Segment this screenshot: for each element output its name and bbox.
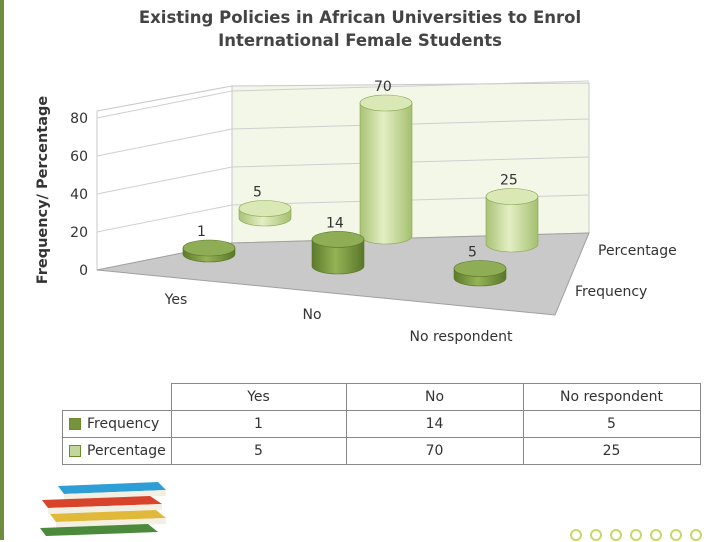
bar-data-labels: 5 70 25 1 14 5 [197, 79, 518, 261]
bar-cylinder-body [485, 196, 539, 253]
y-tick-label: 60 [70, 149, 88, 165]
gridline [96, 156, 590, 195]
table-header-no-respondent: No respondent [522, 383, 701, 411]
category-labels: Yes No No respondent [164, 292, 513, 345]
y-tick-label: 40 [70, 187, 88, 203]
bar-data-label: 14 [326, 215, 344, 231]
table-cell: 5 [522, 410, 701, 438]
x-category-label: Yes [164, 292, 188, 308]
table-cell: 14 [345, 410, 524, 438]
table-cell: 25 [522, 437, 701, 465]
frequency-legend-swatch [69, 418, 81, 430]
depth-label-percentage: Percentage [598, 243, 677, 259]
bar-data-label: 5 [468, 245, 477, 261]
data-table: Yes No No respondent Frequency 1 14 5 Pe… [62, 383, 701, 465]
table-row-label-text: Percentage [87, 443, 166, 459]
bar-cylinder-top [238, 200, 292, 217]
gridlines [96, 80, 590, 233]
depth-label-frequency: Frequency [575, 284, 647, 300]
bar-data-label: 70 [374, 79, 392, 95]
table-cell: 5 [170, 437, 347, 465]
table-header-no: No [345, 383, 524, 411]
books-stack-icon [40, 482, 166, 536]
table-row-label: Frequency [62, 410, 172, 438]
table-row-label: Percentage [62, 437, 172, 465]
bar-cylinder-body [311, 239, 365, 275]
x-category-label: No respondent [409, 329, 513, 345]
y-tick-label: 20 [70, 225, 88, 241]
table-cell: 70 [345, 437, 524, 465]
table-corner [62, 383, 172, 411]
bar-data-label: 5 [253, 185, 262, 201]
bar-cylinder-top [485, 188, 539, 205]
table-header-row: Yes No No respondent [62, 383, 701, 411]
table-row: Percentage 5 70 25 [62, 437, 701, 465]
chart-title: Existing Policies in African Universitie… [138, 8, 582, 50]
left-accent-band [0, 0, 4, 540]
table-row-label-text: Frequency [87, 416, 160, 432]
bar-cylinder-top [453, 260, 507, 277]
bar-data-label: 1 [197, 224, 206, 240]
table-header-yes: Yes [170, 383, 347, 411]
bar-cylinder-top [311, 231, 365, 248]
x-category-label: No [302, 307, 321, 323]
y-tick-label: 80 [70, 111, 88, 127]
y-tick-labels: 0 20 40 60 80 [70, 111, 88, 279]
chart-plot: 0 20 40 60 80 5 70 25 1 14 5 Yes No No respondent P… [70, 79, 677, 345]
bar-cylinder-top [359, 94, 413, 112]
y-tick-label: 0 [79, 263, 88, 279]
bar-data-label: 25 [500, 173, 518, 189]
gridline [96, 80, 590, 119]
gridline [96, 118, 590, 157]
bar-cylinder-body [359, 102, 413, 245]
bar-cylinder-top [182, 239, 236, 257]
percentage-legend-swatch [69, 445, 81, 457]
table-cell: 1 [170, 410, 347, 438]
table-row: Frequency 1 14 5 [62, 410, 701, 438]
gridline [96, 194, 590, 233]
bar-cylinders [182, 94, 539, 287]
